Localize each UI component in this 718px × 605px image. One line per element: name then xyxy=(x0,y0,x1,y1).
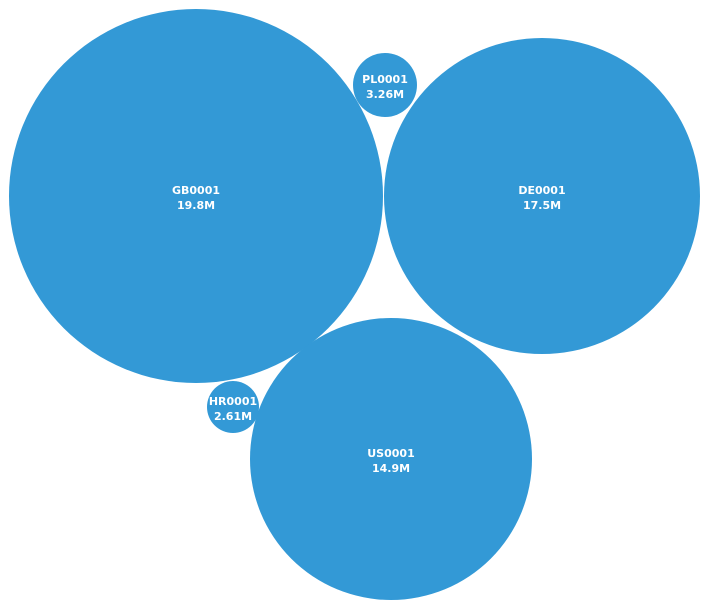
bubble-hr0001[interactable]: HR0001 2.61M xyxy=(207,381,259,433)
bubble-circle[interactable] xyxy=(384,38,700,354)
bubble-value-label: 17.5M xyxy=(523,199,561,212)
bubbles-group: GB0001 19.8M DE0001 17.5M US0001 14.9M PL0001 3… xyxy=(9,9,700,600)
bubble-value-label: 19.8M xyxy=(177,199,215,212)
bubble-id-label: US0001 xyxy=(367,447,414,460)
bubble-circle[interactable] xyxy=(207,381,259,433)
bubble-value-label: 2.61M xyxy=(214,410,252,423)
bubble-id-label: DE0001 xyxy=(518,184,565,197)
bubble-de0001[interactable]: DE0001 17.5M xyxy=(384,38,700,354)
bubble-circle[interactable] xyxy=(353,53,417,117)
bubble-id-label: HR0001 xyxy=(209,395,257,408)
bubble-value-label: 3.26M xyxy=(366,88,404,101)
bubble-us0001[interactable]: US0001 14.9M xyxy=(250,318,532,600)
bubble-circle[interactable] xyxy=(9,9,383,383)
bubble-circle[interactable] xyxy=(250,318,532,600)
bubble-id-label: PL0001 xyxy=(362,73,408,86)
bubble-pl0001[interactable]: PL0001 3.26M xyxy=(353,53,417,117)
bubble-id-label: GB0001 xyxy=(172,184,220,197)
bubble-gb0001[interactable]: GB0001 19.8M xyxy=(9,9,383,383)
bubble-value-label: 14.9M xyxy=(372,462,410,475)
